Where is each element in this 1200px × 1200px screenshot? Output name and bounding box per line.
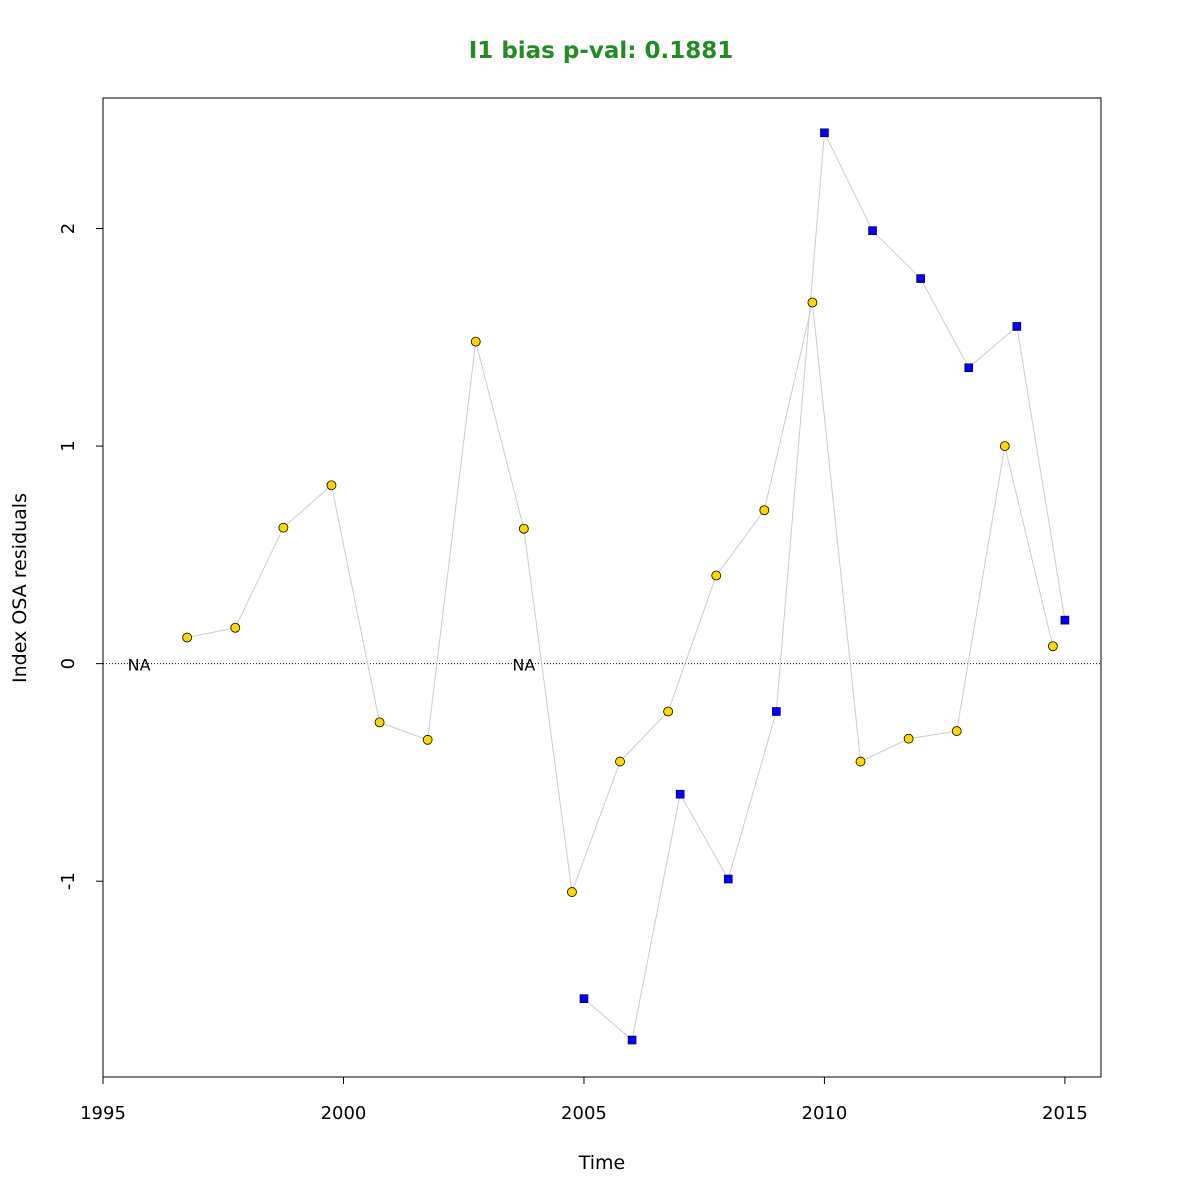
series-2-point [1012, 322, 1022, 331]
x-tick-label: 1995 [80, 1103, 126, 1124]
series-1-point [470, 336, 481, 347]
series-1-point [951, 726, 962, 736]
series-2-point [723, 874, 733, 884]
series-1-point [278, 522, 289, 533]
series-2-point [868, 226, 877, 236]
y-tick-label: 0 [58, 658, 79, 669]
na-annotation: NA [512, 656, 535, 675]
plot-frame [102, 97, 1102, 1078]
data-points [182, 128, 1070, 1045]
series-1-point [567, 887, 577, 897]
series-1-point [1048, 641, 1058, 652]
series-2-point [1060, 615, 1070, 625]
series-2-point [627, 1035, 637, 1045]
series-2-point [820, 128, 829, 138]
na-annotation: NA [128, 656, 151, 675]
series-1-point [615, 756, 625, 767]
connector-lines [187, 130, 1066, 1041]
series-1-point [230, 622, 241, 633]
y-tick-label: -1 [58, 872, 79, 890]
series-2-point [675, 789, 685, 799]
series-1-point [711, 570, 722, 581]
series-1-point [903, 733, 914, 744]
series-1-point [999, 441, 1010, 451]
chart-title: I1 bias p-val: 0.1881 [469, 38, 734, 64]
series-1-point [422, 734, 433, 745]
y-axis-label: Index OSA residuals [9, 493, 31, 683]
x-tick-label: 2015 [1042, 1103, 1088, 1124]
x-axis-label: Time [578, 1152, 626, 1174]
series-2-point [772, 707, 781, 716]
series-1-connector [187, 302, 1054, 893]
series-1-point [182, 632, 193, 643]
series-2-point [964, 363, 974, 373]
series-1-point [374, 717, 385, 728]
y-axis: -1 0 1 2 [58, 223, 104, 890]
series-1-point [518, 523, 529, 534]
series-1-point [326, 480, 337, 491]
series-2-point [916, 274, 925, 283]
series-1-point [663, 706, 674, 717]
series-1-point [759, 505, 770, 516]
y-tick-label: 2 [58, 223, 79, 234]
annotations: NA NA [128, 656, 536, 675]
series-1-point [807, 297, 818, 308]
x-tick-label: 2010 [802, 1103, 848, 1124]
y-tick-label: 1 [58, 440, 79, 451]
series-2-connector [583, 130, 1066, 1041]
series-1-point [855, 756, 866, 767]
x-axis: 1995 2000 2005 2010 2015 [80, 1076, 1088, 1124]
x-tick-label: 2005 [561, 1103, 607, 1124]
x-tick-label: 2000 [321, 1103, 367, 1124]
series-2-point [579, 994, 589, 1003]
